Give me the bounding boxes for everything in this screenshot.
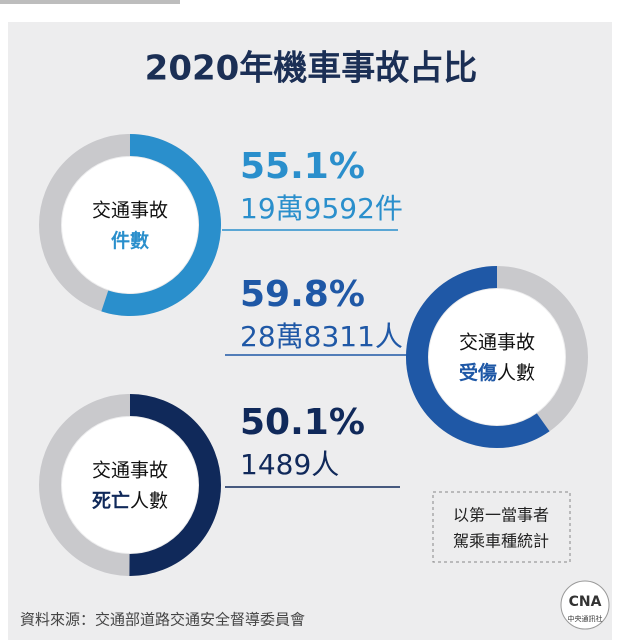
center-label: 交通事故 [92,200,168,222]
donut-arc [406,266,550,448]
logo-mark: CNA [569,594,602,610]
source: 資料來源：交通部道路交通安全督導委員會 [20,611,305,629]
count-label: 28萬8311人 [240,320,403,353]
center-sub: 件數 [111,229,149,252]
value-label: 59.8% [240,274,365,315]
highlight: 件數 [111,229,149,252]
title: 2020年機車事故占比 [145,49,478,89]
count-label: 1489人 [240,448,339,481]
logo-name: 中央通訊社 [568,614,603,623]
rest: 人數 [497,362,535,384]
highlight: 死亡 [92,489,130,512]
donut-center [62,157,198,293]
top-strip [0,0,180,4]
note-line: 駕乘車種統計 [453,532,549,551]
highlight: 受傷 [459,361,497,384]
donut-center [429,289,565,425]
center-label: 交通事故 [92,460,168,482]
note-line: 以第一當事者 [453,506,549,525]
donut-center [62,417,198,553]
count-label: 19萬9592件 [240,192,403,225]
donut-arc [129,394,222,576]
donut-arc [101,134,221,316]
note-box [432,491,571,563]
logo-circle [560,580,610,630]
center-label: 交通事故 [459,332,535,354]
center-sub: 受傷人數 [459,361,535,384]
rest: 人數 [130,490,168,512]
center-sub: 死亡人數 [92,489,168,512]
value-label: 55.1% [240,146,365,187]
value-label: 50.1% [240,402,365,443]
